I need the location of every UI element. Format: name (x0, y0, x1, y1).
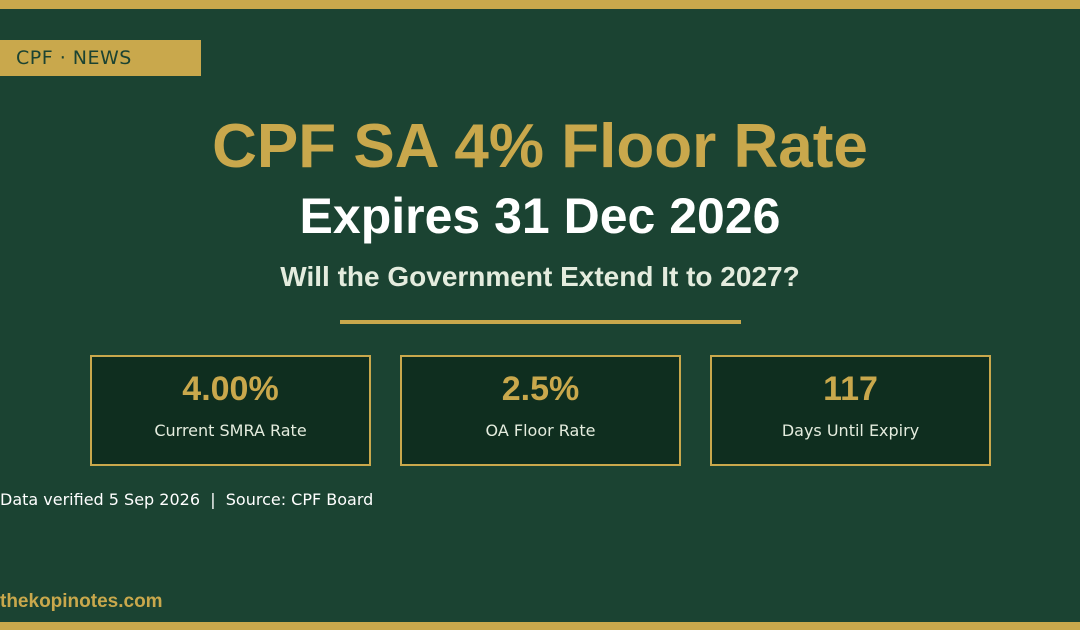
stat-label: OA Floor Rate (485, 421, 596, 440)
stat-label: Days Until Expiry (781, 421, 920, 440)
category-tag: CPF · NEWS (0, 40, 201, 76)
headline-title: CPF SA 4% Floor Rate (212, 112, 868, 181)
headline-subtitle: Expires 31 Dec 2026 (299, 188, 781, 244)
top-accent-bar (0, 0, 1080, 9)
bottom-accent-bar (0, 622, 1080, 630)
headline-question: Will the Government Extend It to 2027? (280, 261, 800, 292)
data-source-note: Data verified 5 Sep 2026 | Source: CPF B… (0, 490, 374, 509)
stat-value: 4.00% (182, 370, 279, 408)
title-divider (340, 320, 741, 324)
stat-card-oa-floor-rate: 2.5% OA Floor Rate (400, 355, 681, 466)
stat-card-days-until-expiry: 117 Days Until Expiry (710, 355, 991, 466)
stat-label: Current SMRA Rate (154, 421, 307, 440)
site-name: thekopinotes.com (0, 591, 163, 612)
stat-value: 2.5% (501, 370, 580, 408)
stat-card-smra-rate: 4.00% Current SMRA Rate (90, 355, 371, 466)
stat-value: 117 (823, 370, 878, 408)
